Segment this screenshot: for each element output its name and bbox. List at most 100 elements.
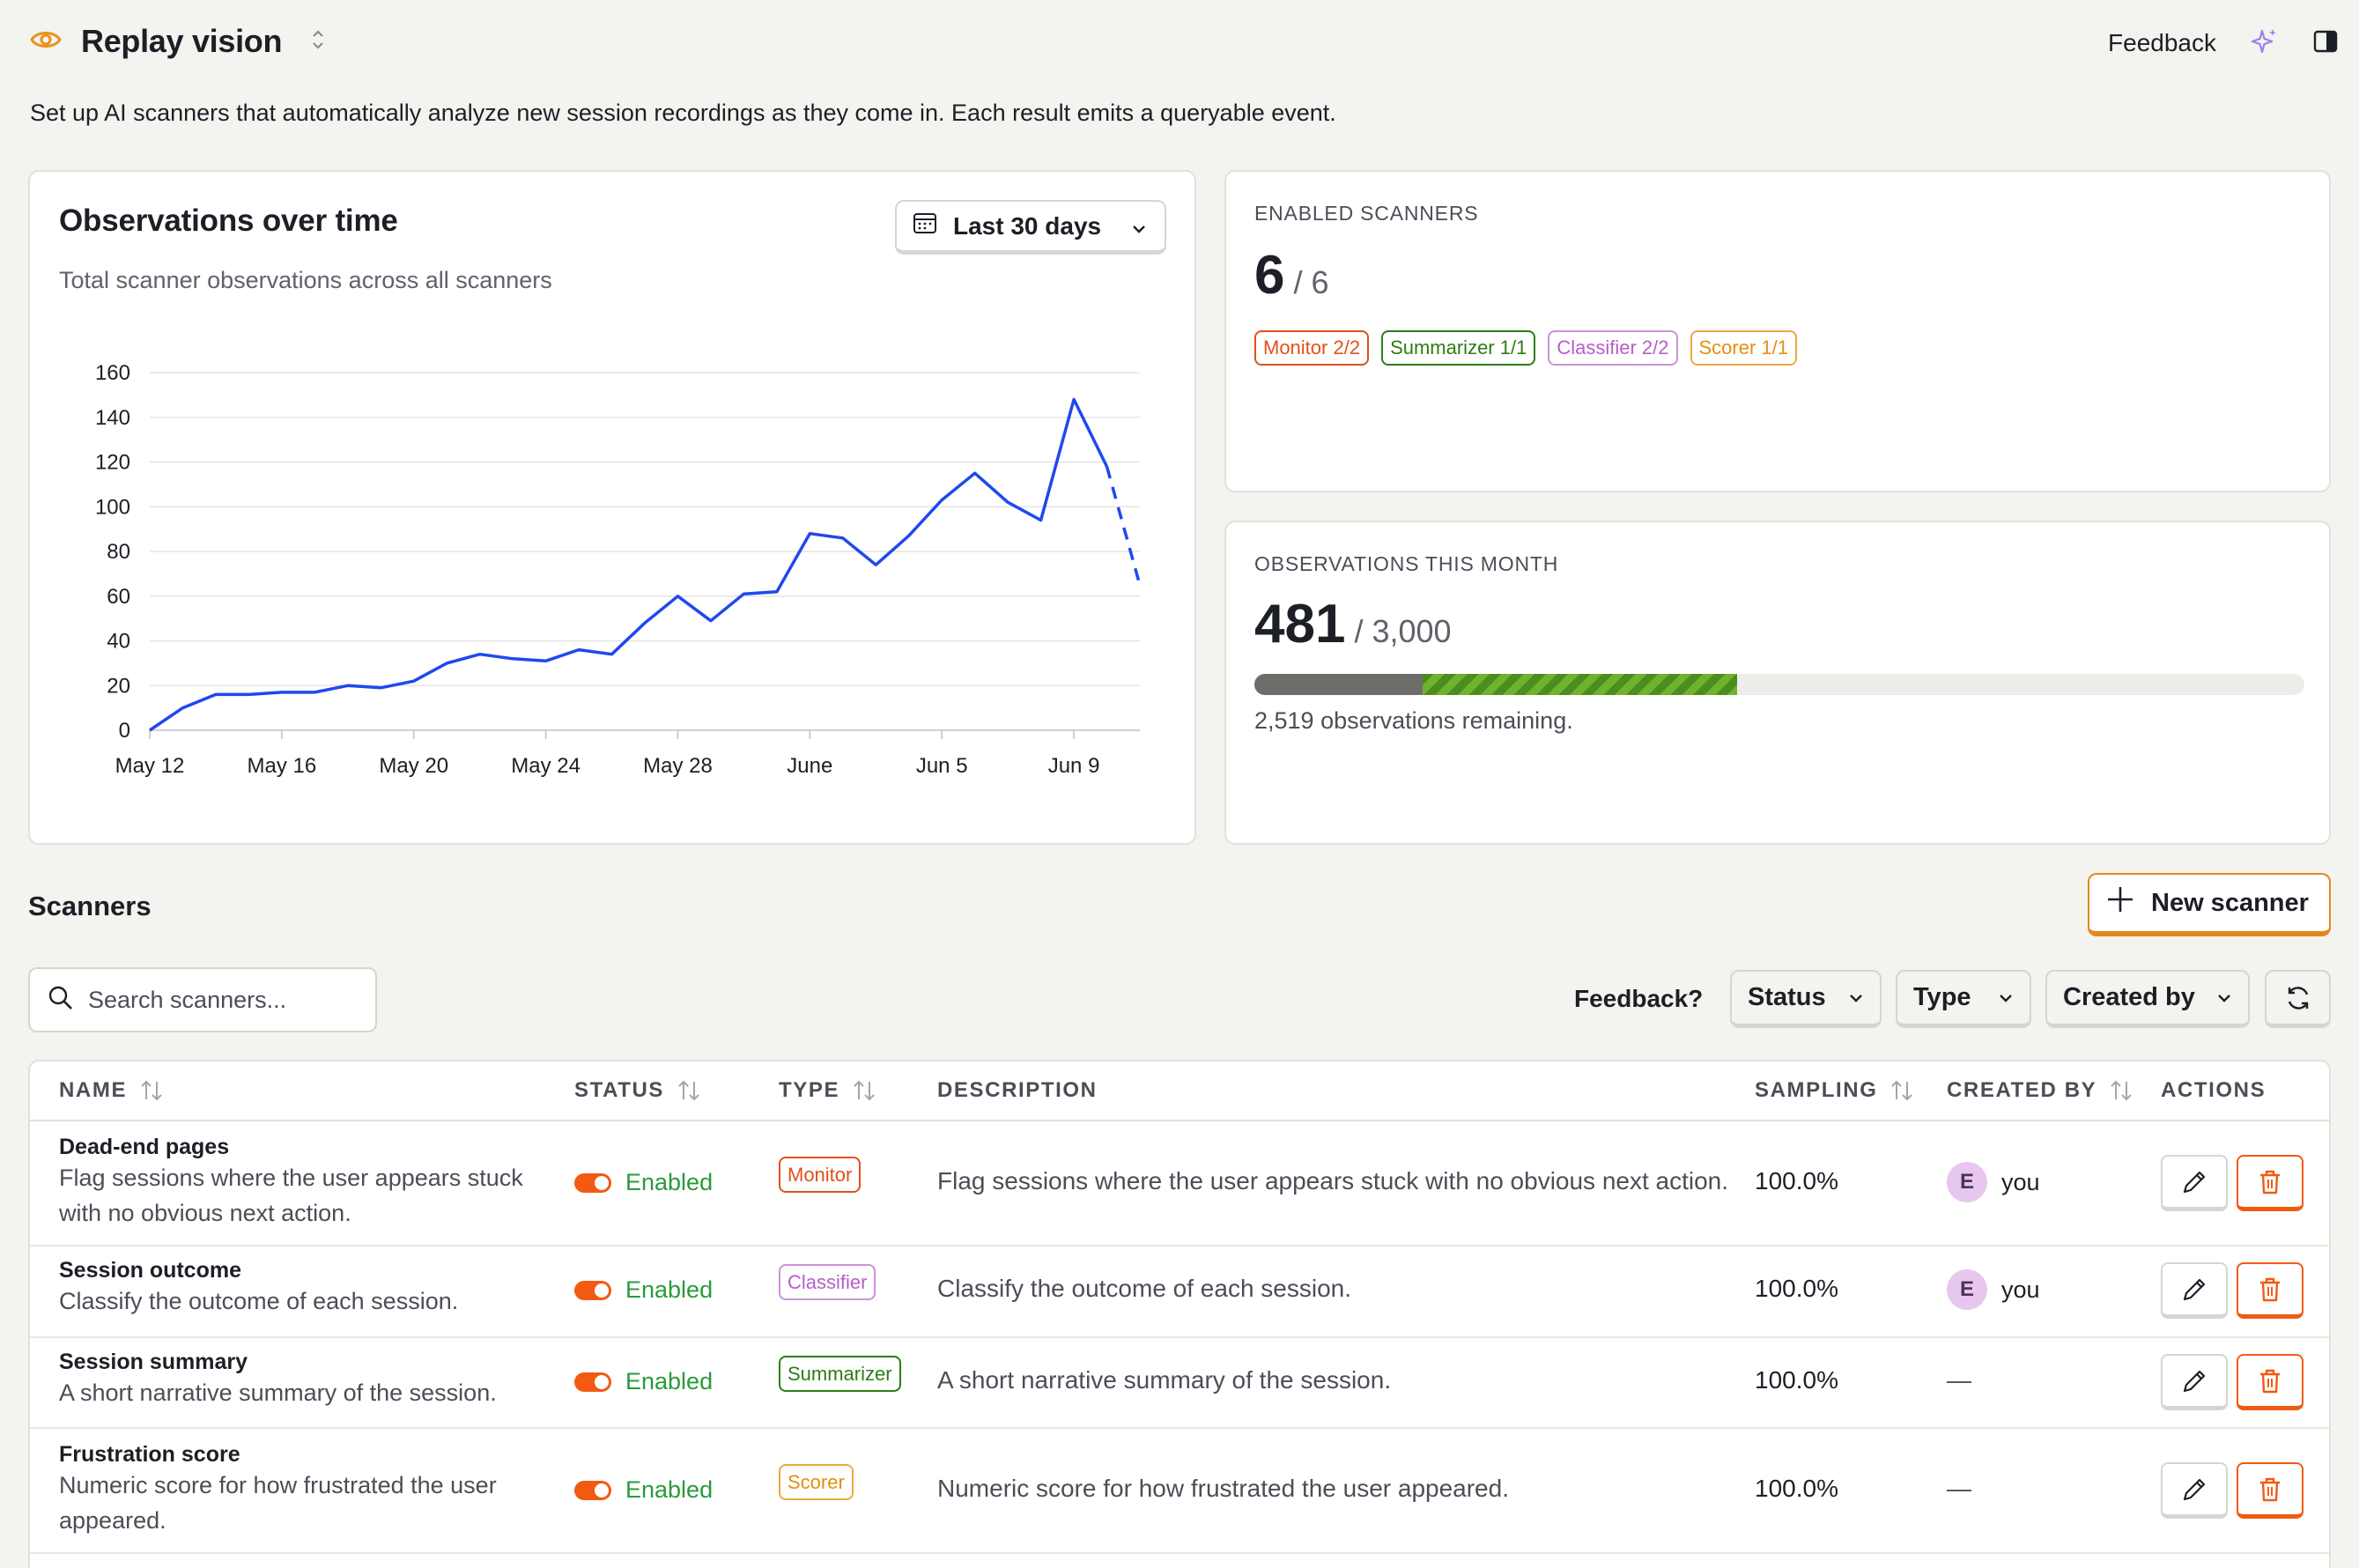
edit-button[interactable] (2161, 1155, 2228, 1211)
table-row[interactable]: Session summary A short narrative summar… (30, 1338, 2329, 1429)
row-actions (2161, 1354, 2304, 1410)
created-by-filter-label: Created by (2063, 983, 2195, 1011)
delete-button[interactable] (2237, 1354, 2304, 1410)
scanner-name-description: Classify the outcome of each session. (59, 1288, 459, 1314)
enabled-scanners-label: ENABLED SCANNERS (1254, 202, 1479, 225)
x-tick-label: May 24 (511, 754, 581, 778)
feedback-question[interactable]: Feedback? (1574, 985, 1704, 1012)
column-sampling[interactable]: SAMPLING (1755, 1061, 1914, 1120)
status-label: Enabled (625, 1476, 714, 1503)
row-actions (2161, 1462, 2304, 1519)
y-tick-label: 60 (107, 585, 130, 609)
x-tick-label: May 20 (379, 754, 448, 778)
y-tick-label: 120 (95, 451, 130, 475)
x-tick-label: Jun 9 (1048, 754, 1100, 778)
page-title: Replay vision (81, 23, 283, 59)
column-status[interactable]: STATUS (574, 1061, 701, 1120)
delete-button[interactable] (2237, 1462, 2304, 1519)
progress-used (1254, 674, 1423, 695)
chevron-down-icon (1131, 212, 1147, 240)
chevron-updown-icon[interactable] (310, 28, 326, 55)
x-tick-label: June (787, 754, 832, 778)
y-tick-label: 100 (95, 495, 130, 519)
status-filter[interactable]: Status (1730, 970, 1882, 1028)
chevron-down-icon (2218, 994, 2230, 1002)
row-actions (2161, 1155, 2304, 1211)
badge-summarizer: Summarizer 1/1 (1381, 330, 1536, 366)
feedback-link[interactable]: Feedback (2108, 29, 2216, 56)
created-by-filter[interactable]: Created by (2045, 970, 2250, 1028)
row-actions (2161, 1262, 2304, 1319)
series-line-incomplete (1105, 466, 1142, 586)
edit-button[interactable] (2161, 1354, 2228, 1410)
edit-button[interactable] (2161, 1462, 2228, 1519)
scanner-name[interactable]: Dead-end pages (59, 1135, 230, 1159)
column-actions: ACTIONS (2161, 1061, 2266, 1120)
edit-button[interactable] (2161, 1262, 2228, 1319)
search-input[interactable] (88, 986, 370, 1014)
scanner-name-description: A short narrative summary of the session… (59, 1379, 497, 1406)
badge-monitor: Monitor 2/2 (1254, 330, 1370, 366)
status-toggle[interactable] (574, 1172, 611, 1193)
sampling-cell: 100.0% (1755, 1275, 1838, 1302)
refresh-button[interactable] (2265, 970, 2331, 1028)
chart-card: Observations over time Total scanner obs… (28, 170, 1196, 845)
observations-card: OBSERVATIONS THIS MONTH 481 / 3,000 2,51… (1224, 521, 2331, 845)
status-toggle[interactable] (574, 1280, 611, 1300)
observations-progress-bar (1254, 674, 2304, 695)
status-toggle[interactable] (574, 1372, 611, 1392)
scanner-type-badges: Monitor 2/2 Summarizer 1/1 Classifier 2/… (1254, 330, 1797, 366)
column-type-label: TYPE (779, 1078, 840, 1102)
sampling-cell: 100.0% (1755, 1167, 1838, 1194)
y-tick-label: 80 (107, 540, 130, 564)
date-range-button[interactable]: Last 30 days (895, 200, 1166, 255)
column-description: DESCRIPTION (937, 1061, 1098, 1120)
scanner-name[interactable]: Frustration score (59, 1442, 240, 1467)
scanner-name-description: Flag sessions where the user appears stu… (59, 1165, 523, 1226)
new-scanner-button[interactable]: New scanner (2088, 873, 2331, 936)
pencil-icon (2183, 1370, 2206, 1392)
x-tick-label: May 16 (248, 754, 317, 778)
description-cell: Numeric score for how frustrated the use… (937, 1475, 1509, 1502)
table-row[interactable]: Frustration score Numeric score for how … (30, 1429, 2329, 1554)
created-by-cell: E you (1947, 1269, 2040, 1310)
column-status-label: STATUS (574, 1078, 665, 1102)
sidebar-toggle-icon[interactable] (2313, 29, 2338, 58)
type-filter-label: Type (1913, 983, 1971, 1011)
status-cell: Enabled (574, 1368, 713, 1395)
x-tick-label: Jun 5 (916, 754, 968, 778)
status-toggle[interactable] (574, 1480, 611, 1500)
y-tick-label: 20 (107, 674, 130, 698)
progress-this-month (1422, 674, 1738, 695)
x-tick-label: May 12 (115, 754, 185, 778)
column-created-by[interactable]: CREATED BY (1947, 1061, 2133, 1120)
scanner-name[interactable]: Session summary (59, 1350, 248, 1374)
table-row[interactable]: Dead-end pages Flag sessions where the u… (30, 1121, 2329, 1246)
column-name[interactable]: NAME (59, 1061, 164, 1120)
pencil-icon (2183, 1278, 2206, 1300)
scanner-name[interactable]: Session outcome (59, 1258, 241, 1283)
calendar-icon (913, 211, 937, 241)
y-tick-label: 160 (95, 361, 130, 385)
pencil-icon (2183, 1171, 2206, 1193)
observations-count: 481 / 3,000 (1254, 593, 1452, 655)
created-by-cell: E you (1947, 1162, 2040, 1202)
created-by-cell: — (1947, 1366, 1971, 1394)
column-type[interactable]: TYPE (779, 1061, 876, 1120)
type-filter[interactable]: Type (1896, 970, 2031, 1028)
status-cell: Enabled (574, 1276, 713, 1304)
status-cell: Enabled (574, 1169, 713, 1196)
trash-icon (2260, 1477, 2280, 1501)
x-tick-label: May 28 (643, 754, 713, 778)
sparkle-icon[interactable] (2251, 27, 2278, 60)
chevron-down-icon (1850, 994, 1862, 1002)
column-description-label: DESCRIPTION (937, 1078, 1098, 1102)
trash-icon (2260, 1369, 2280, 1393)
delete-button[interactable] (2237, 1262, 2304, 1319)
table-row[interactable]: Session outcome Classify the outcome of … (30, 1246, 2329, 1338)
avatar: E (1947, 1162, 1987, 1202)
delete-button[interactable] (2237, 1155, 2304, 1211)
avatar: E (1947, 1269, 1987, 1310)
enabled-scanners-card: ENABLED SCANNERS 6 / 6 Monitor 2/2 Summa… (1224, 170, 2331, 492)
trash-icon (2260, 1170, 2280, 1194)
